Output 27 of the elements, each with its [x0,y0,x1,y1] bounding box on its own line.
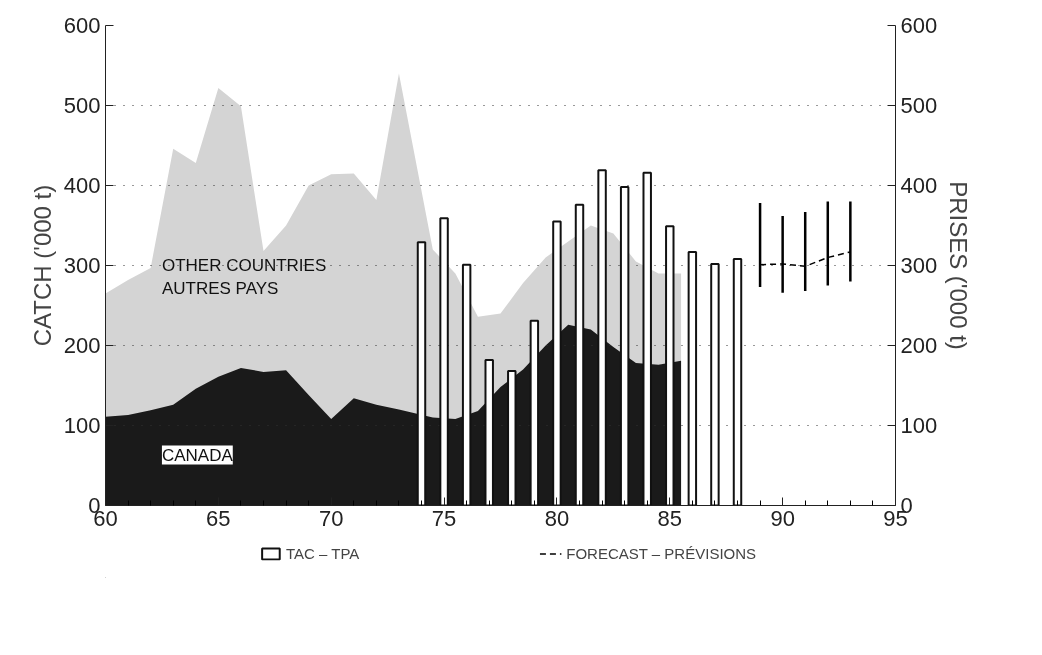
y2-tick-label: 200 [900,333,938,358]
y-axis-title: CATCH ('000 t) [28,184,56,347]
y-tick-label: 100 [63,413,101,438]
legend-label: TAC – TPA [285,544,360,562]
x-tick-label: 90 [770,505,795,531]
y-tick-label: 400 [63,173,101,198]
x-tick-label: 65 [206,505,231,531]
x-tick-label: 75 [431,505,457,531]
y2-axis-title: PRISES ('000 t) [945,181,973,350]
legend-label: FORECAST – PRÉVISIONS [566,544,757,562]
y-tick-label: 600 [63,13,101,38]
bar [687,250,698,506]
y2-tick-label: 100 [900,413,938,438]
y-tick-label: 300 [63,253,101,278]
bar [710,262,720,506]
y-tick-label: 500 [63,93,101,118]
x-tick-label: 85 [657,505,683,531]
x-tick-label: 80 [544,505,570,531]
y2-tick-label: 300 [900,253,938,278]
y2-tick-label: 400 [900,173,938,198]
y2-tick-label: 600 [900,13,938,38]
x-tick-label: 70 [318,505,344,531]
series-label: CANADA [161,445,234,465]
y-tick-label: 200 [63,333,101,358]
series-label: OTHER COUNTRIES AUTRES PAYS [161,255,327,298]
bar [732,258,743,506]
y2-tick-label: 500 [900,93,938,118]
